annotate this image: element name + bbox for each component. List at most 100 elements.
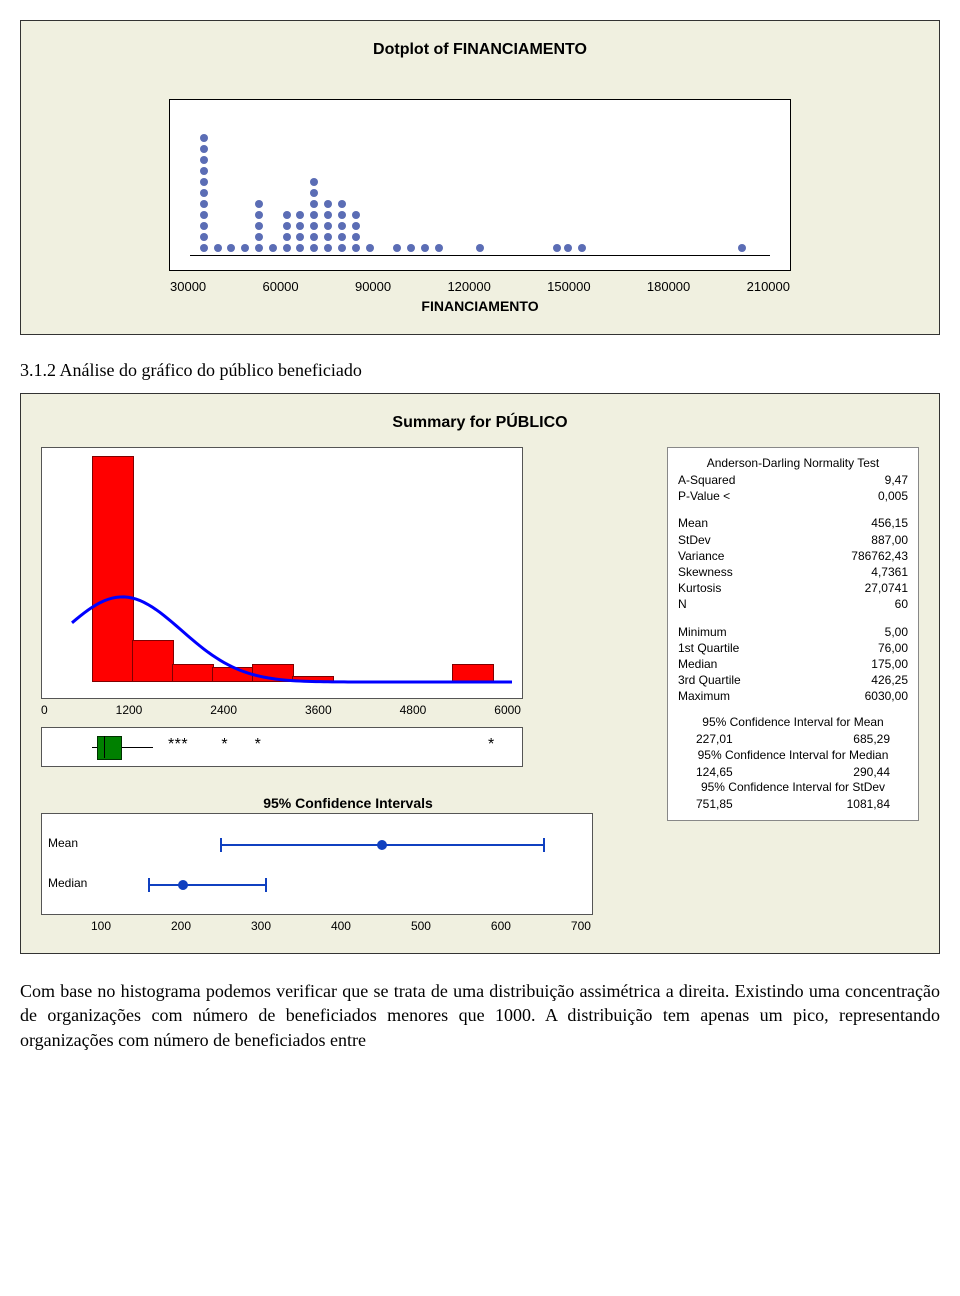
dotplot-point <box>310 200 318 208</box>
stat-label: 1st Quartile <box>678 640 739 656</box>
stat-value: 175,00 <box>871 656 908 672</box>
dotplot-point <box>476 244 484 252</box>
dotplot-point <box>310 222 318 230</box>
stat-label: N <box>678 596 687 612</box>
boxplot-outlier: * <box>255 736 261 754</box>
section-heading: 3.1.2 Análise do gráfico do público bene… <box>20 360 940 381</box>
stat-label: 3rd Quartile <box>678 672 741 688</box>
stat-value: 887,00 <box>871 532 908 548</box>
ci-mean-label: Mean <box>48 836 78 850</box>
stat-value: 6030,00 <box>865 688 908 704</box>
dotplot-x-axis-labels: 30000 60000 90000 120000 150000 180000 210000 <box>170 279 790 294</box>
stats-box: Anderson-Darling Normality Test A-Square… <box>667 447 919 821</box>
dotplot-point <box>352 244 360 252</box>
stat-label: StDev <box>678 532 711 548</box>
axis-tick-label: 180000 <box>647 279 690 294</box>
dotplot-point <box>200 145 208 153</box>
dotplot-point <box>324 244 332 252</box>
axis-tick-label: 200 <box>171 919 191 933</box>
dotplot-point <box>200 189 208 197</box>
dotplot-title: Dotplot of FINANCIAMENTO <box>41 41 919 59</box>
axis-tick-label: 300 <box>251 919 271 933</box>
axis-tick-label: 150000 <box>547 279 590 294</box>
axis-tick-label: 90000 <box>355 279 391 294</box>
dotplot-point <box>338 244 346 252</box>
dotplot-point <box>296 211 304 219</box>
dotplot-point <box>338 211 346 219</box>
summary-panel: Summary for PÚBLICO 01200240036004800600… <box>20 393 940 954</box>
axis-tick-label: 3600 <box>305 703 332 717</box>
dotplot-point <box>310 211 318 219</box>
stat-label: Variance <box>678 548 724 564</box>
dotplot-point <box>421 244 429 252</box>
axis-tick-label: 210000 <box>747 279 790 294</box>
axis-tick-label: 30000 <box>170 279 206 294</box>
dotplot-axis-title: FINANCIAMENTO <box>41 298 919 314</box>
dotplot-point <box>338 222 346 230</box>
dotplot-point <box>200 244 208 252</box>
dotplot-point <box>553 244 561 252</box>
stat-value: 60 <box>895 596 908 612</box>
dotplot-point <box>269 244 277 252</box>
stat-label: A-Squared <box>678 472 735 488</box>
stat-value: 685,29 <box>853 731 890 747</box>
dotplot-point <box>227 244 235 252</box>
stat-value: 227,01 <box>696 731 733 747</box>
dotplot-point <box>310 178 318 186</box>
dotplot-point <box>407 244 415 252</box>
dotplot-point <box>200 233 208 241</box>
dotplot-point <box>200 211 208 219</box>
stat-label: Kurtosis <box>678 580 721 596</box>
boxplot-outlier: * <box>488 736 494 754</box>
dotplot-point <box>338 200 346 208</box>
dotplot-point <box>564 244 572 252</box>
dotplot-point <box>283 244 291 252</box>
dotplot-point <box>255 211 263 219</box>
dotplot-point <box>283 222 291 230</box>
body-paragraph: Com base no histograma podemos verificar… <box>20 979 940 1052</box>
axis-tick-label: 60000 <box>262 279 298 294</box>
dotplot-point <box>352 211 360 219</box>
axis-tick-label: 120000 <box>447 279 490 294</box>
dotplot-point <box>310 233 318 241</box>
stats-h3: 95% Confidence Interval for Median <box>678 748 908 762</box>
dotplot-point <box>255 233 263 241</box>
dotplot-panel: Dotplot of FINANCIAMENTO 30000 60000 90000… <box>20 20 940 335</box>
boxplot-outlier: * <box>175 736 181 754</box>
boxplot-outlier: * <box>168 736 174 754</box>
histogram-area <box>41 447 523 699</box>
axis-tick-label: 500 <box>411 919 431 933</box>
dotplot-point <box>200 134 208 142</box>
dotplot-point <box>324 211 332 219</box>
dotplot-point <box>200 167 208 175</box>
dotplot-point <box>296 244 304 252</box>
stat-label: Mean <box>678 515 708 531</box>
dotplot-point <box>578 244 586 252</box>
dotplot-point <box>200 178 208 186</box>
dotplot-point <box>255 244 263 252</box>
stat-value: 290,44 <box>853 764 890 780</box>
stat-value: 0,005 <box>878 488 908 504</box>
dotplot-point <box>255 200 263 208</box>
dotplot-point <box>324 222 332 230</box>
dotplot-point <box>393 244 401 252</box>
histogram-x-axis-labels: 012002400360048006000 <box>41 703 521 717</box>
dotplot-point <box>324 200 332 208</box>
boxplot-area: ****** <box>41 727 523 767</box>
stat-value: 9,47 <box>885 472 908 488</box>
stat-value: 456,15 <box>871 515 908 531</box>
stat-value: 4,7361 <box>871 564 908 580</box>
stat-label: Maximum <box>678 688 730 704</box>
ci-point <box>178 880 188 890</box>
summary-title: Summary for PÚBLICO <box>41 414 919 432</box>
dotplot-point <box>738 244 746 252</box>
dotplot-point <box>352 222 360 230</box>
dotplot-point <box>296 233 304 241</box>
dotplot-point <box>283 211 291 219</box>
axis-tick-label: 4800 <box>400 703 427 717</box>
dotplot-point <box>241 244 249 252</box>
stats-h1: Anderson-Darling Normality Test <box>678 456 908 470</box>
dotplot-point <box>366 244 374 252</box>
dotplot-point <box>310 244 318 252</box>
dotplot-point <box>283 233 291 241</box>
